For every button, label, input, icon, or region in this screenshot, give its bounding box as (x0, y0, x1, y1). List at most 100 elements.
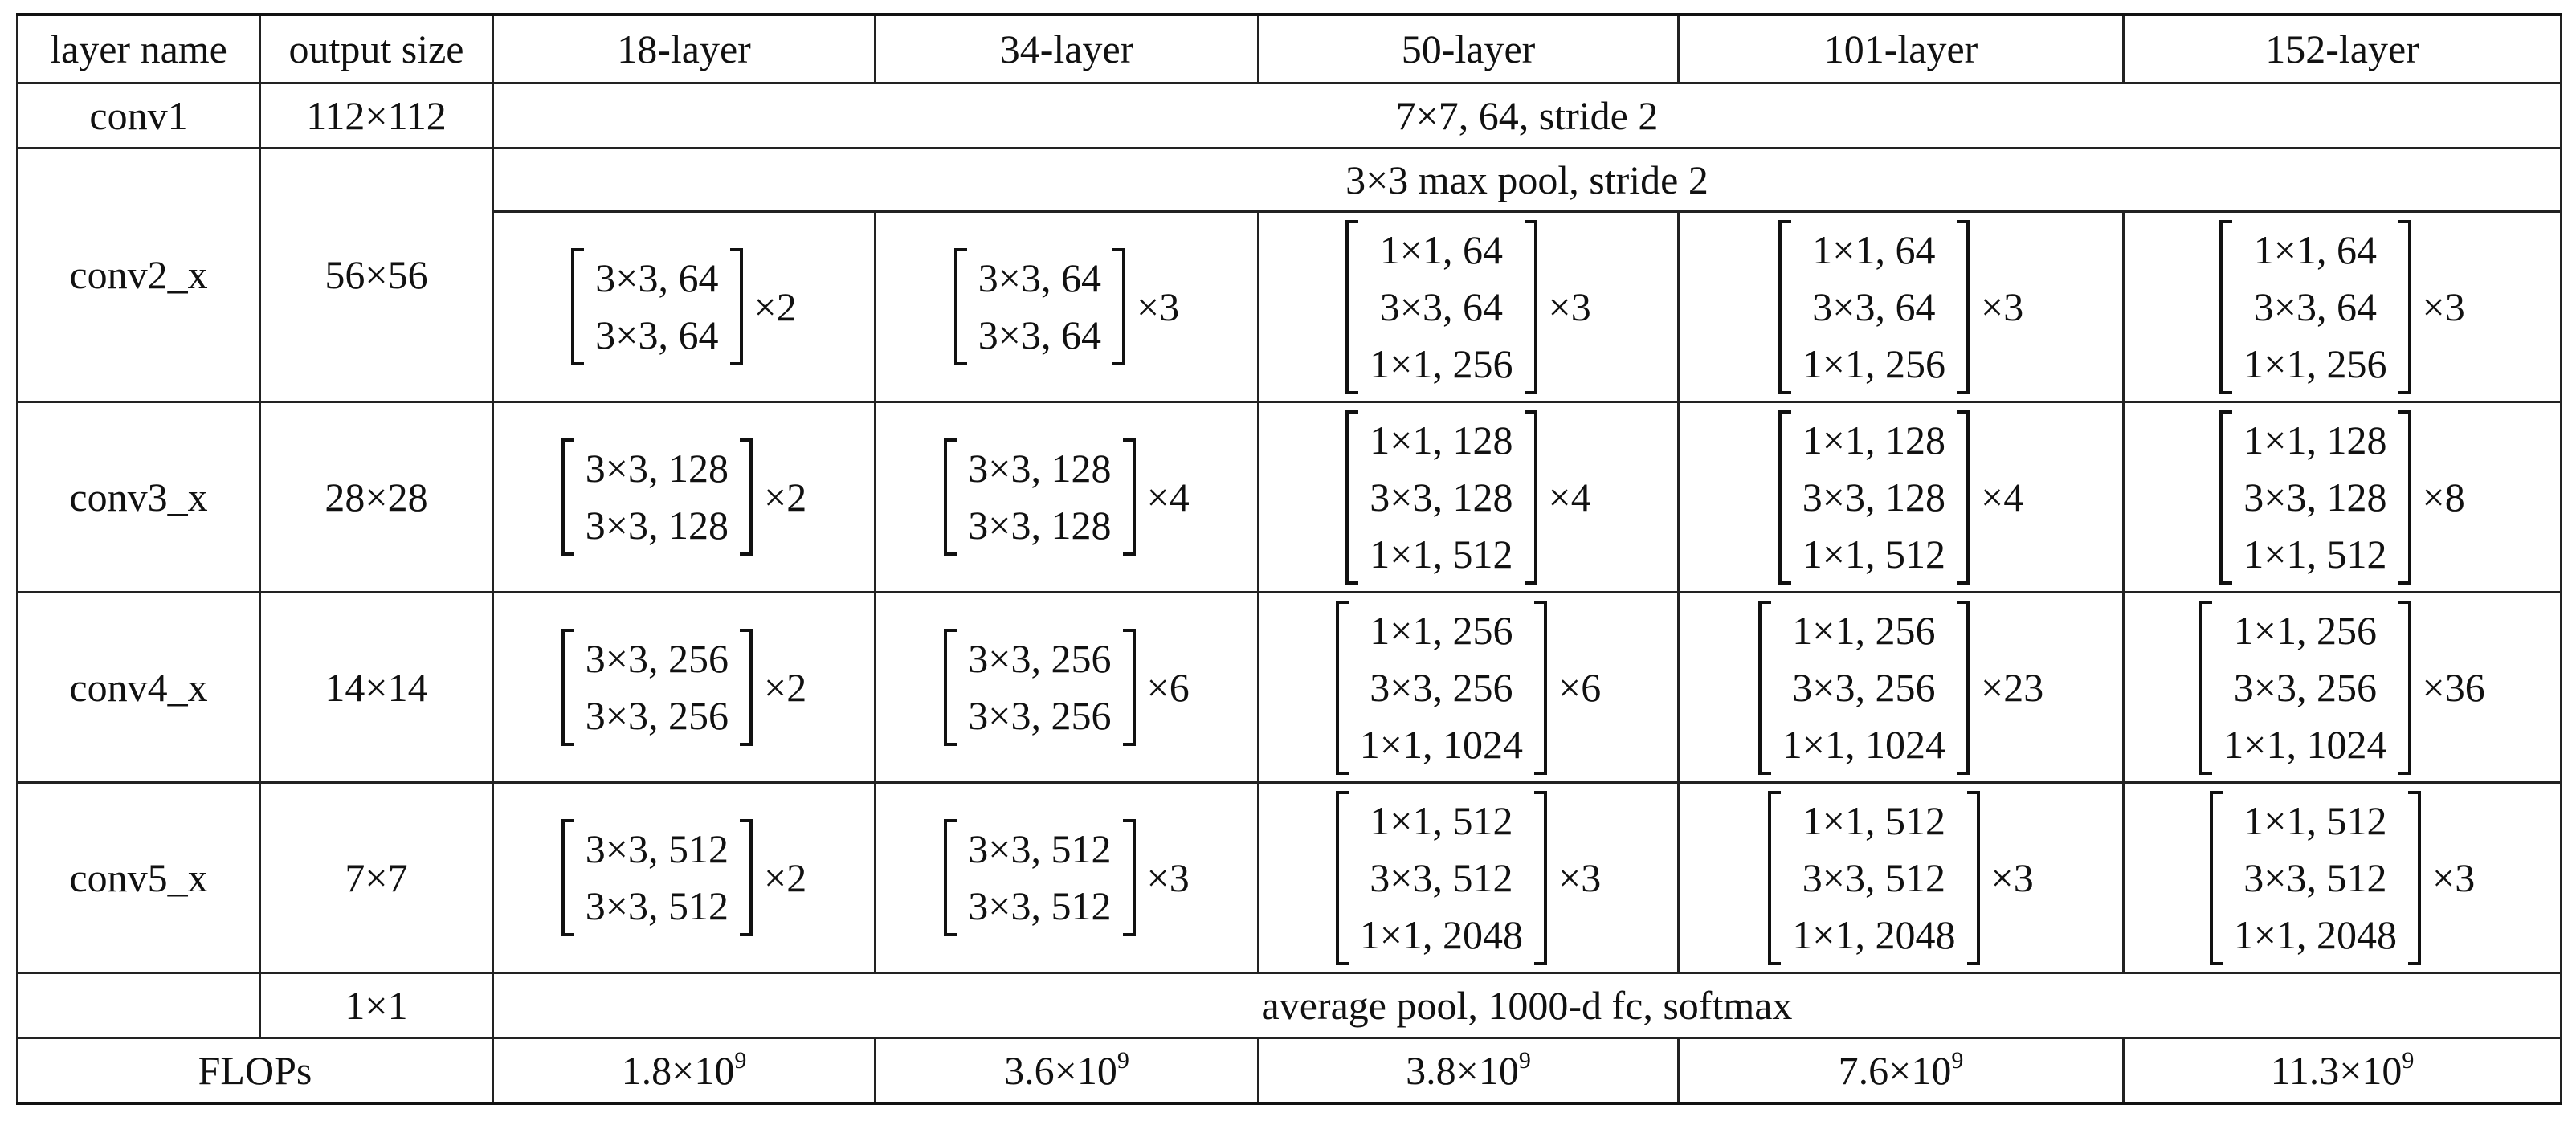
block-layer-spec: 1×1, 1024 (1782, 721, 1945, 767)
block-layer-spec: 1×1, 64 (1379, 226, 1503, 272)
bracket-matrix: 1×1, 256 3×3, 256 1×1, 1024 (1335, 600, 1548, 775)
block-layer-spec: 1×1, 128 (1370, 417, 1513, 463)
residual-block: 1×1, 256 3×3, 256 1×1, 1024 ×6 (1335, 600, 1602, 775)
conv2-152-layer-block: 1×1, 64 3×3, 64 1×1, 256 ×3 (2122, 210, 2562, 402)
residual-block: 1×1, 256 3×3, 256 1×1, 1024 ×23 (1757, 600, 2043, 775)
flops-152-layer: 11.3×109 (2122, 1037, 2562, 1105)
header-18-layer: 18-layer (492, 13, 876, 84)
resnet-architecture-table-wrapper: layer name output size 18-layer 34-layer… (16, 13, 2562, 1105)
conv2-34-layer-block: 3×3, 64 3×3, 64 ×3 (874, 210, 1259, 402)
flops-exponent: 9 (2402, 1046, 2415, 1074)
bracket-matrix: 1×1, 512 3×3, 512 1×1, 2048 (1335, 790, 1548, 965)
bracket-matrix: 3×3, 64 3×3, 64 (953, 248, 1126, 365)
conv3-34-layer-block: 3×3, 128 3×3, 128 ×4 (874, 401, 1259, 593)
residual-block: 1×1, 512 3×3, 512 1×1, 2048 ×3 (1768, 790, 2034, 965)
flops-mantissa: 7.6×10 (1838, 1047, 1952, 1093)
bracket-matrix: 3×3, 512 3×3, 512 (561, 819, 753, 936)
block-layer-spec: 3×3, 64 (595, 255, 719, 300)
flops-mantissa: 11.3×10 (2270, 1047, 2402, 1093)
residual-block: 1×1, 256 3×3, 256 1×1, 1024 ×36 (2199, 600, 2485, 775)
conv5-name: conv5_x (16, 781, 261, 973)
conv4-101-layer-block: 1×1, 256 3×3, 256 1×1, 1024 ×23 (1677, 591, 2125, 783)
conv1-row: conv1 112×112 7×7, 64, stride 2 (16, 82, 2562, 149)
fc-name (16, 972, 261, 1038)
block-layer-spec: 1×1, 1024 (2223, 721, 2387, 767)
conv2-18-layer-block: 3×3, 64 3×3, 64 ×2 (492, 210, 876, 402)
block-layer-spec: 3×3, 128 (2243, 474, 2387, 520)
residual-block: 3×3, 512 3×3, 512 ×2 (561, 819, 806, 936)
block-layer-spec: 3×3, 64 (978, 255, 1101, 300)
conv2-50-layer-block: 1×1, 64 3×3, 64 1×1, 256 ×3 (1257, 210, 1680, 402)
block-layer-spec: 3×3, 64 (1812, 283, 1936, 329)
bracket-matrix: 1×1, 64 3×3, 64 1×1, 256 (1778, 219, 1970, 394)
block-layer-spec: 3×3, 256 (1792, 664, 1936, 710)
bracket-matrix: 3×3, 128 3×3, 128 (561, 438, 753, 556)
block-layer-spec: 1×1, 512 (1802, 797, 1945, 843)
block-layer-spec: 1×1, 64 (2253, 226, 2377, 272)
fc-row: 1×1 average pool, 1000-d fc, softmax (16, 972, 2562, 1038)
header-34-layer: 34-layer (874, 13, 1259, 84)
conv4-50-layer-block: 1×1, 256 3×3, 256 1×1, 1024 ×6 (1257, 591, 1680, 783)
block-layer-spec: 1×1, 2048 (1792, 911, 1956, 957)
bracket-matrix: 1×1, 512 3×3, 512 1×1, 2048 (2209, 790, 2422, 965)
flops-label: FLOPs (16, 1037, 494, 1105)
block-repeat-count: ×2 (764, 854, 807, 900)
flops-18-layer: 1.8×109 (492, 1037, 876, 1105)
block-layer-spec: 3×3, 256 (968, 636, 1112, 681)
block-layer-spec: 1×1, 256 (1792, 607, 1936, 653)
block-repeat-count: ×2 (764, 474, 807, 520)
conv3-50-layer-block: 1×1, 128 3×3, 128 1×1, 512 ×4 (1257, 401, 1680, 593)
fc-output-size: 1×1 (259, 972, 494, 1038)
block-repeat-count: ×4 (1981, 474, 2024, 520)
block-layer-spec: 1×1, 2048 (2233, 911, 2397, 957)
block-layer-spec: 3×3, 512 (968, 826, 1112, 871)
block-repeat-count: ×6 (1146, 664, 1190, 710)
conv4-18-layer-block: 3×3, 256 3×3, 256 ×2 (492, 591, 876, 783)
flops-mantissa: 3.8×10 (1406, 1047, 1519, 1093)
fc-spec: average pool, 1000-d fc, softmax (492, 972, 2562, 1038)
block-repeat-count: ×6 (1558, 664, 1602, 710)
conv5-50-layer-block: 1×1, 512 3×3, 512 1×1, 2048 ×3 (1257, 781, 1680, 973)
block-layer-spec: 3×3, 64 (2253, 283, 2377, 329)
block-repeat-count: ×2 (764, 664, 807, 710)
header-row: layer name output size 18-layer 34-layer… (16, 13, 2562, 84)
block-layer-spec: 1×1, 256 (1802, 340, 1945, 386)
block-layer-spec: 3×3, 128 (585, 446, 729, 491)
block-layer-spec: 1×1, 128 (2243, 417, 2387, 463)
block-layer-spec: 1×1, 1024 (1359, 721, 1523, 767)
flops-exponent: 9 (734, 1046, 747, 1074)
block-layer-spec: 3×3, 512 (2243, 854, 2387, 900)
block-repeat-count: ×8 (2422, 474, 2465, 520)
flops-50-layer: 3.8×109 (1257, 1037, 1680, 1105)
bracket-matrix: 1×1, 64 3×3, 64 1×1, 256 (2219, 219, 2411, 394)
flops-exponent: 9 (1518, 1046, 1531, 1074)
block-layer-spec: 3×3, 512 (1802, 854, 1945, 900)
residual-block: 3×3, 512 3×3, 512 ×3 (944, 819, 1190, 936)
bracket-matrix: 1×1, 128 3×3, 128 1×1, 512 (1778, 410, 1970, 585)
conv3-row: conv3_x 28×28 3×3, 128 3×3, 128 ×2 3×3, 12… (16, 401, 2562, 593)
block-layer-spec: 3×3, 64 (1379, 283, 1503, 329)
bracket-matrix: 3×3, 64 3×3, 64 (571, 248, 743, 365)
block-repeat-count: ×3 (2422, 283, 2465, 329)
block-layer-spec: 1×1, 256 (1370, 607, 1513, 653)
bracket-matrix: 3×3, 256 3×3, 256 (944, 629, 1136, 746)
block-repeat-count: ×3 (1137, 283, 1180, 329)
residual-block: 3×3, 256 3×3, 256 ×2 (561, 629, 806, 746)
block-repeat-count: ×4 (1548, 474, 1591, 520)
conv5-output-size: 7×7 (259, 781, 494, 973)
bracket-matrix: 3×3, 256 3×3, 256 (561, 629, 753, 746)
conv1-output-size: 112×112 (259, 82, 494, 149)
block-repeat-count: ×3 (1981, 283, 2024, 329)
block-repeat-count: ×3 (1990, 854, 2034, 900)
block-layer-spec: 3×3, 256 (968, 693, 1112, 738)
bracket-matrix: 1×1, 64 3×3, 64 1×1, 256 (1345, 219, 1537, 394)
conv3-name: conv3_x (16, 401, 261, 593)
conv4-output-size: 14×14 (259, 591, 494, 783)
bracket-matrix: 1×1, 256 3×3, 256 1×1, 1024 (1757, 600, 1970, 775)
block-layer-spec: 1×1, 64 (1812, 226, 1936, 272)
block-layer-spec: 3×3, 512 (968, 883, 1112, 928)
block-layer-spec: 3×3, 512 (585, 883, 729, 928)
conv5-34-layer-block: 3×3, 512 3×3, 512 ×3 (874, 781, 1259, 973)
residual-block: 3×3, 256 3×3, 256 ×6 (944, 629, 1190, 746)
block-repeat-count: ×3 (1558, 854, 1602, 900)
